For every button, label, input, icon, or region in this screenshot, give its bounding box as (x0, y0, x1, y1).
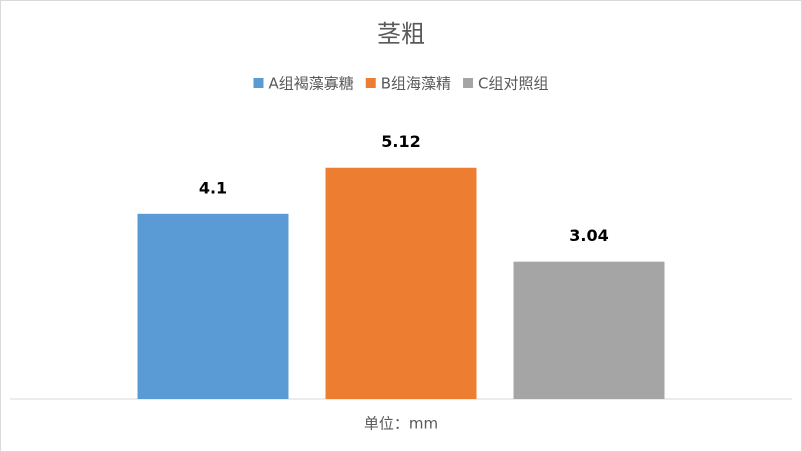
legend-swatch (365, 78, 376, 88)
bar (513, 261, 665, 399)
data-label: 5.12 (381, 132, 420, 151)
bar (325, 167, 477, 399)
legend-swatch (463, 78, 474, 88)
legend-label: B组海藻精 (381, 75, 451, 93)
data-label: 3.04 (569, 226, 608, 245)
chart-title: 茎粗 (377, 20, 425, 48)
legend-label: C组对照组 (478, 75, 548, 93)
x-axis-label: 单位：mm (364, 415, 438, 433)
bar (137, 213, 289, 399)
legend-label: A组褐藻寡糖 (268, 75, 353, 93)
data-label: 4.1 (199, 178, 227, 197)
legend-swatch (253, 78, 264, 88)
